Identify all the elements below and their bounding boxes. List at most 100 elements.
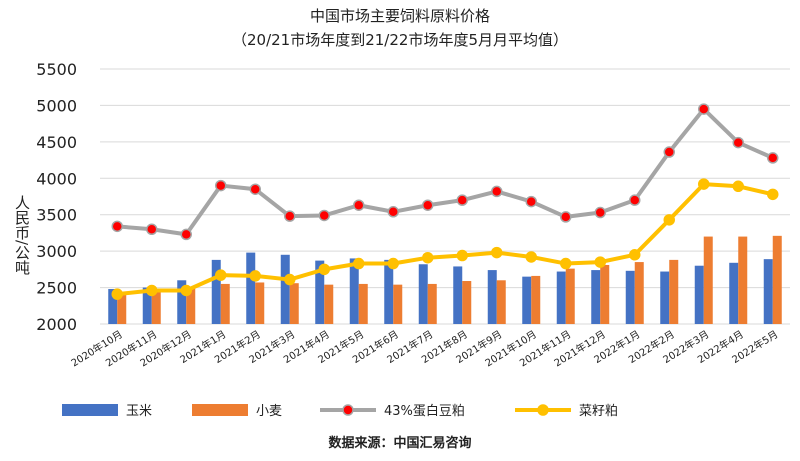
point-菜籽粕 [284,273,296,286]
point-43%蛋白豆粕 [629,194,641,206]
bar-小麦 [393,284,403,324]
y-tick-label: 3000 [36,242,77,261]
bar-小麦 [358,283,368,324]
point-43%蛋白豆粕 [284,210,296,222]
bar-玉米 [280,254,290,324]
y-tick-label: 4500 [36,133,77,152]
bar-小麦 [634,262,644,324]
point-菜籽粕 [318,263,330,276]
point-43%蛋白豆粕 [767,152,779,164]
y-tick-label: 2000 [36,315,77,334]
bar-玉米 [522,276,532,324]
point-菜籽粕 [491,246,503,259]
bar-小麦 [703,236,713,324]
legend-swatch-小麦 [192,404,248,416]
point-菜籽粕 [767,188,779,201]
bar-玉米 [315,260,325,324]
point-菜籽粕 [663,214,675,226]
series-line-43%蛋白豆粕 [117,107,774,237]
legend-label: 玉米 [126,404,152,419]
bar-玉米 [349,258,359,324]
bar-玉米 [625,270,635,324]
bar-小麦 [186,288,196,324]
point-43%蛋白豆粕 [215,179,227,192]
point-43%蛋白豆粕 [387,206,399,218]
bar-玉米 [453,266,463,324]
series-lines [111,103,779,300]
bar-玉米 [108,289,118,324]
y-tick-label: 5000 [36,96,77,115]
point-菜籽粕 [249,270,261,282]
point-菜籽粕 [594,256,606,268]
point-菜籽粕 [215,269,227,281]
point-菜籽粕 [387,257,399,270]
source-note: 数据来源：中国汇易咨询 [328,435,471,451]
y-axis-label: 人民币/公吨 [13,195,31,275]
point-43%蛋白豆粕 [491,185,503,198]
bar-小麦 [151,290,161,324]
legend: 玉米 小麦 43%蛋白豆粕 菜籽粕 [62,403,618,419]
point-菜籽粕 [560,257,572,270]
y-tick-labels: 2000 2500 3000 3500 4000 4500 5000 5500 [36,60,77,334]
bar-玉米 [591,270,601,324]
legend-marker-菜籽粕 [537,404,549,416]
bar-玉米 [694,265,704,324]
bar-小麦 [772,235,782,324]
point-菜籽粕 [629,249,641,261]
y-tick-label: 2500 [36,279,77,298]
legend-label: 43%蛋白豆粕 [384,403,465,419]
bar-小麦 [738,236,748,324]
point-43%蛋白豆粕 [249,183,261,195]
point-43%蛋白豆粕 [698,103,710,115]
bar-玉米 [487,270,497,324]
bar-玉米 [384,259,394,324]
point-菜籽粕 [180,284,192,297]
point-43%蛋白豆粕 [732,136,744,149]
point-43%蛋白豆粕 [353,199,365,211]
legend-label: 小麦 [256,404,282,419]
point-菜籽粕 [353,257,365,270]
point-43%蛋白豆粕 [146,223,158,236]
bar-玉米 [418,264,428,324]
bars [108,235,782,324]
legend-swatch-玉米 [62,404,118,416]
gridlines [100,68,790,325]
point-43%蛋白豆粕 [422,199,434,211]
bar-小麦 [255,282,265,324]
bar-小麦 [117,291,127,324]
point-菜籽粕 [698,178,710,190]
point-43%蛋白豆粕 [111,220,123,233]
bar-小麦 [600,264,610,324]
y-tick-label: 4000 [36,169,77,188]
bar-小麦 [669,259,679,324]
point-菜籽粕 [146,284,158,297]
bar-玉米 [177,280,187,324]
bar-玉米 [729,262,739,324]
legend-label: 菜籽粕 [579,404,618,419]
x-tick-labels: 2020年10月2020年11月2020年12月2021年1月2021年2月20… [69,328,781,370]
point-菜籽粕 [111,288,123,300]
bar-小麦 [220,283,230,324]
point-43%蛋白豆粕 [560,211,572,223]
bar-小麦 [462,281,472,324]
chart-title: 中国市场主要饲料原料价格 [310,7,490,25]
point-43%蛋白豆粕 [663,146,675,158]
bar-小麦 [427,283,437,324]
point-43%蛋白豆粕 [180,228,192,241]
bar-小麦 [531,275,541,324]
bar-玉米 [763,259,773,324]
series-line-菜籽粕 [117,182,774,297]
chart-subtitle: （20/21市场年度到21/22市场年度5月月平均值） [232,31,568,49]
point-43%蛋白豆粕 [525,195,537,208]
bar-玉米 [556,271,566,324]
point-菜籽粕 [456,249,468,262]
point-菜籽粕 [732,180,744,193]
bar-小麦 [496,280,506,324]
bar-玉米 [246,252,256,324]
legend-marker-43%蛋白豆粕 [342,404,354,416]
y-tick-label: 5500 [36,60,77,79]
bar-小麦 [289,283,299,324]
point-菜籽粕 [525,251,537,263]
bar-玉米 [211,259,221,324]
